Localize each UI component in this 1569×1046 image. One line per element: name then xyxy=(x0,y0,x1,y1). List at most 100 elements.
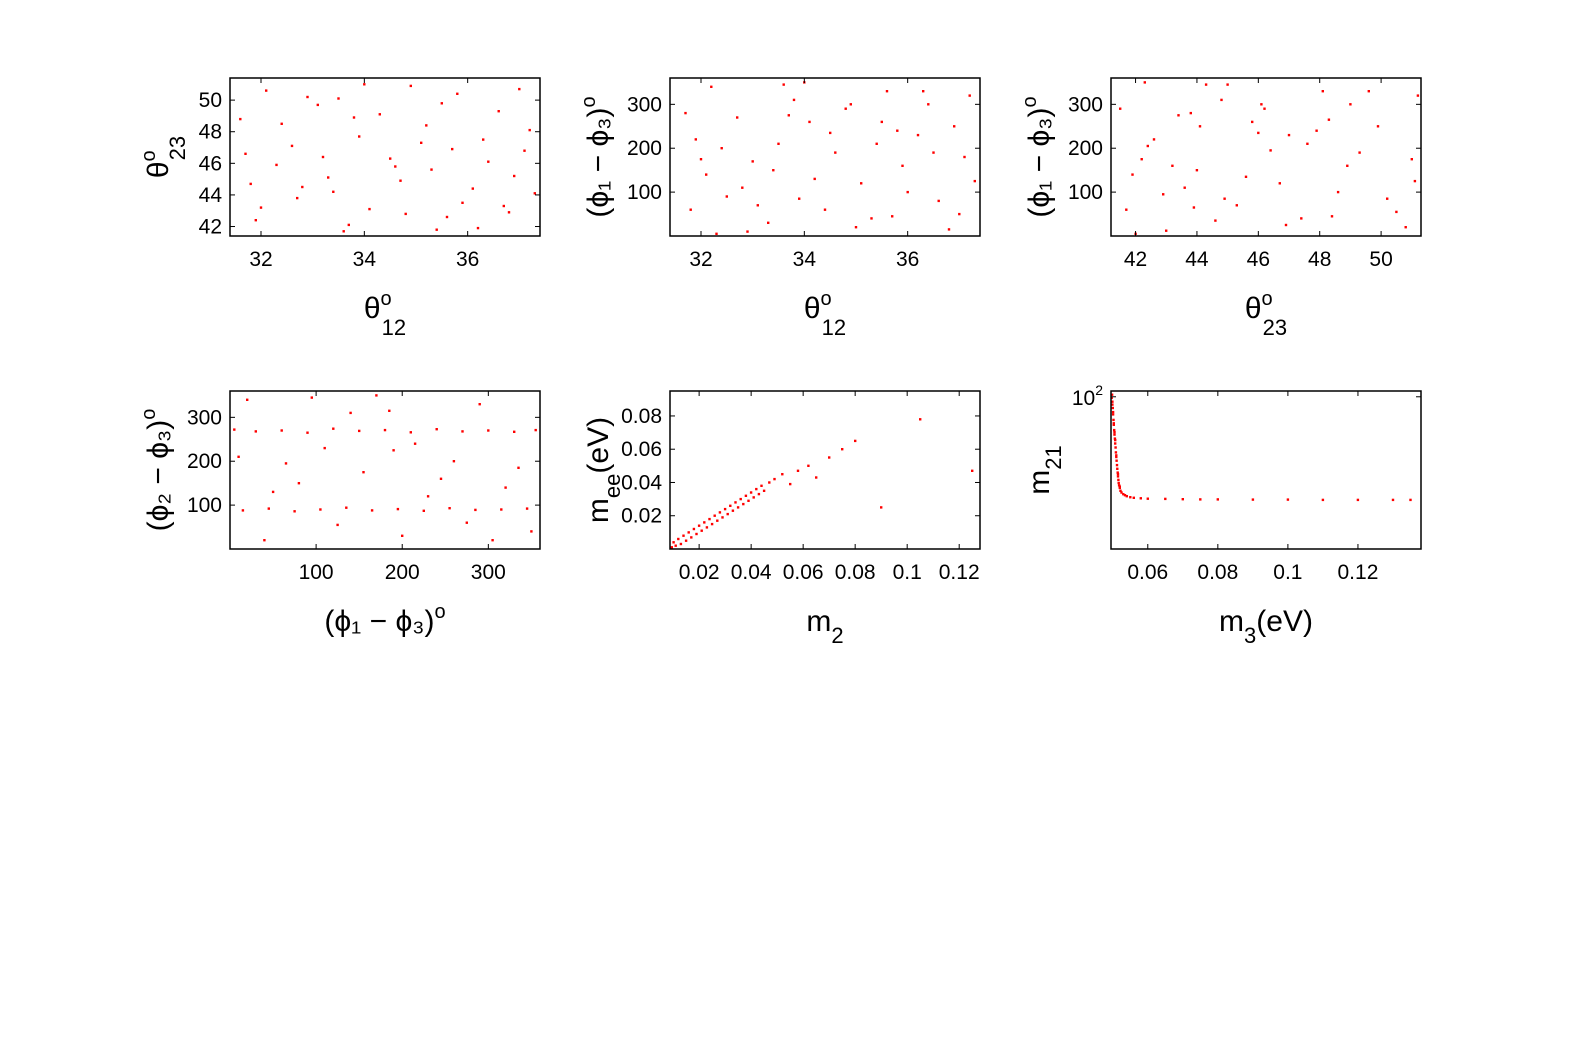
scatter-point xyxy=(1152,138,1156,141)
scatter-point xyxy=(254,219,257,222)
scatter-point xyxy=(409,84,412,88)
scatter-point xyxy=(378,113,381,116)
scatter-point xyxy=(1315,129,1318,132)
scatter-point xyxy=(679,542,683,546)
scatter-point xyxy=(953,125,956,128)
scatter-point xyxy=(518,87,521,91)
scatter-point xyxy=(297,482,301,485)
scatter-point xyxy=(284,462,288,465)
scatter-point xyxy=(916,133,920,137)
scatter-point xyxy=(1116,471,1119,474)
scatter-point xyxy=(1287,133,1291,137)
scatter-point xyxy=(1376,125,1380,128)
scatter-point xyxy=(321,155,325,159)
scatter-point xyxy=(1114,442,1117,445)
scatter-point xyxy=(932,151,935,154)
scatter-point xyxy=(896,129,899,132)
scatter-point xyxy=(363,83,366,86)
scatter-point xyxy=(1235,204,1238,207)
scatter-point xyxy=(1117,478,1120,482)
x-axis-label: θo 12 xyxy=(804,288,846,340)
y-axis-label: (ϕ₁ − ϕ₃)o xyxy=(578,96,615,217)
scatter-point xyxy=(1115,454,1118,457)
y-axis-label: (ϕ₁ − ϕ₃)o xyxy=(1019,96,1056,217)
y-tick-label: 300 xyxy=(187,406,222,429)
scatter-point xyxy=(880,506,883,509)
scatter-point xyxy=(1183,186,1186,189)
scatter-point xyxy=(504,486,507,489)
scatter-point xyxy=(347,223,350,227)
x-tick-label: 34 xyxy=(793,248,817,271)
scatter-point xyxy=(237,455,240,458)
scatter-point xyxy=(841,448,844,451)
scatter-point xyxy=(337,97,340,100)
scatter-point xyxy=(844,107,847,110)
scatter-point xyxy=(749,491,753,494)
scatter-point xyxy=(1336,190,1340,194)
x-tick-label: 300 xyxy=(471,561,506,584)
subplot-6: 0.06 0.08 0.1 0.12 102 m3(eV) m21 xyxy=(1023,382,1422,648)
x-tick-label: 0.1 xyxy=(893,561,922,584)
scatter-point xyxy=(358,429,361,433)
scatter-point xyxy=(525,507,529,510)
scatter-point xyxy=(332,190,335,193)
scatter-point xyxy=(1131,173,1134,176)
y-axis-label-group: θo 23 xyxy=(138,136,190,178)
scatter-point xyxy=(1162,193,1165,196)
scatter-point xyxy=(870,217,873,220)
scatter-point xyxy=(1125,495,1128,498)
scatter-point xyxy=(440,102,443,105)
scatter-point xyxy=(345,506,348,509)
scatter-point xyxy=(922,90,925,93)
scatter-point xyxy=(265,89,268,92)
scatter-point xyxy=(1220,98,1223,102)
scatter-point xyxy=(677,537,680,541)
subplot-3: 42 44 46 48 50 100 200 300 θo 23 (ϕ₁ − ϕ₃)o xyxy=(1019,77,1422,340)
x-tick-label: 100 xyxy=(299,561,334,584)
scatter-point xyxy=(755,487,758,491)
scatter-point xyxy=(834,151,837,154)
x-tick-label: 200 xyxy=(385,561,420,584)
scatter-point xyxy=(452,460,456,463)
scatter-point xyxy=(1146,144,1149,148)
scatter-point xyxy=(296,196,299,200)
x-tick-label: 42 xyxy=(1124,248,1147,271)
y-axis-label: θo 23 xyxy=(138,136,190,178)
scatter-point xyxy=(787,114,790,117)
x-tick-label: 46 xyxy=(1247,248,1270,271)
y-tick-label: 50 xyxy=(199,89,222,112)
scatter-point xyxy=(746,230,749,233)
scatter-point xyxy=(244,152,247,155)
scatter-point xyxy=(1111,400,1114,403)
scatter-point xyxy=(375,394,378,397)
scatter-point xyxy=(1244,175,1248,178)
scatter-point xyxy=(487,429,490,432)
scatter-point xyxy=(880,120,883,124)
subplot-5: 0.02 0.04 0.06 0.08 0.1 0.120.020.040.060.08m… xyxy=(582,390,981,648)
plot-frame xyxy=(229,77,541,237)
scatter-point xyxy=(739,497,742,501)
scatter-point xyxy=(1117,484,1121,487)
scatter-point xyxy=(290,144,294,148)
scatter-point xyxy=(919,418,922,421)
scatter-point xyxy=(323,446,326,450)
scatter-point xyxy=(682,534,685,537)
scatter-point xyxy=(1391,498,1395,502)
subplot-4: 100 200 300 100 200 300 (ϕ₁ − ϕ₃)o (ϕ₂ − ϕ₃)o xyxy=(138,390,541,638)
scatter-point xyxy=(747,499,750,502)
scatter-point xyxy=(392,449,395,452)
y-tick-label: 100 xyxy=(1068,181,1103,204)
scatter-point xyxy=(741,186,744,189)
scatter-point xyxy=(534,428,537,432)
scatter-point xyxy=(849,103,852,106)
scatter-point xyxy=(435,228,438,231)
scatter-point xyxy=(1125,208,1128,211)
scatter-point xyxy=(1413,179,1417,183)
scatter-point xyxy=(241,509,245,512)
plot-frame xyxy=(669,77,981,237)
scatter-point xyxy=(513,430,516,433)
scatter-point xyxy=(342,230,345,233)
scatter-point xyxy=(1111,406,1114,410)
scatter-point xyxy=(690,536,693,539)
scatter-point xyxy=(293,510,296,513)
